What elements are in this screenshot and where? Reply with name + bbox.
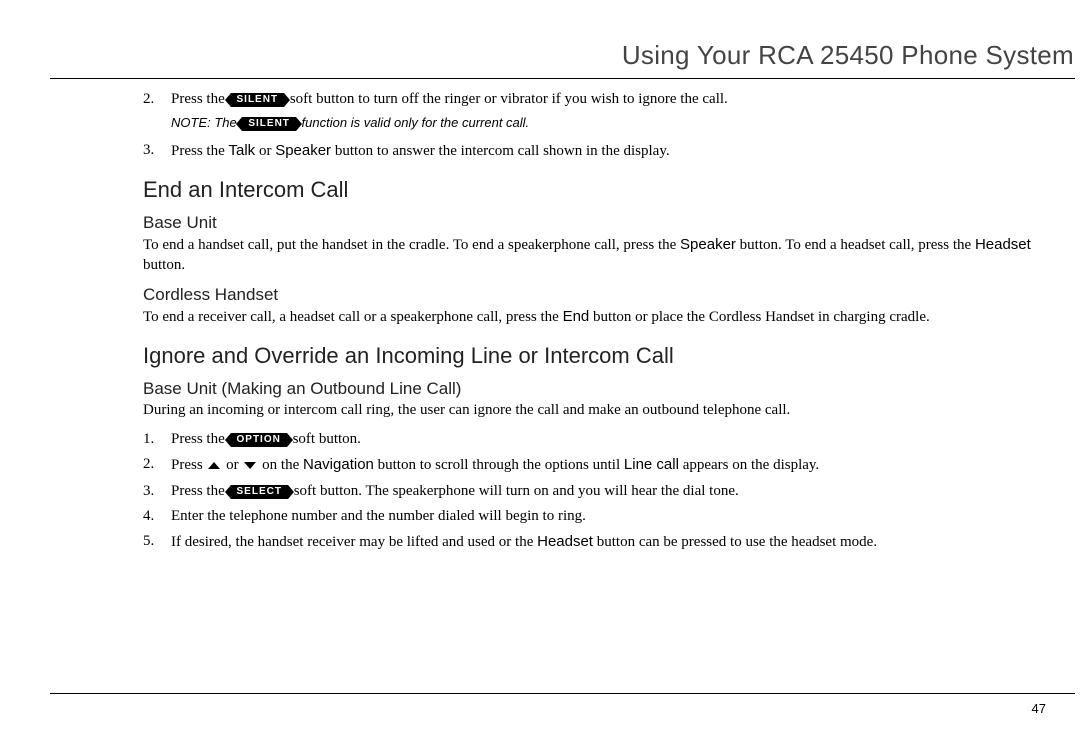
step-number: 4. [143,507,171,526]
text-fragment: button to scroll through the options unt… [378,457,624,473]
text-fragment: function is valid only for the current c… [302,115,530,130]
step-1: 1. Press the OPTION soft button. [143,430,1046,449]
step-text: Press or on the Navigation button to scr… [171,455,1046,475]
ignore-step-list: 1. Press the OPTION soft button. 2. Pres… [143,430,1046,552]
text-fragment: Press the [171,483,229,499]
text-fragment: To end a receiver call, a headset call o… [143,309,563,325]
text-fragment: button. [143,257,185,273]
text-fragment: soft button. [293,431,361,447]
talk-button-label: Talk [229,142,256,159]
subheading-base-unit-outbound: Base Unit (Making an Outbound Line Call) [143,379,1046,399]
text-fragment: If desired, the handset receiver may be … [171,534,537,550]
speaker-button-label: Speaker [680,236,736,253]
paragraph: During an incoming or intercom call ring… [143,401,1046,420]
text-fragment: Press [171,457,206,473]
step-text: If desired, the handset receiver may be … [171,532,1046,552]
paragraph: To end a handset call, put the handset i… [143,235,1046,274]
navigation-button-label: Navigation [303,456,374,473]
heading-end-intercom-call: End an Intercom Call [143,177,1046,203]
text-fragment: button to answer the intercom call shown… [335,143,670,159]
text-fragment: soft button. The speakerphone will turn … [294,483,739,499]
step-4: 4. Enter the telephone number and the nu… [143,507,1046,526]
step-text: Press the OPTION soft button. [171,430,1046,449]
step-text: Press the SELECT soft button. The speake… [171,482,1046,501]
step-5: 5. If desired, the handset receiver may … [143,532,1046,552]
step-text: Enter the telephone number and the numbe… [171,507,1046,526]
text-fragment: Press the [171,143,229,159]
subheading-base-unit: Base Unit [143,213,1046,233]
headset-button-label: Headset [537,533,593,550]
line-call-label: Line call [624,456,679,473]
running-head: Using Your RCA 25450 Phone System [622,40,1074,71]
text-fragment: or [226,457,242,473]
text-fragment: Press the [171,91,229,107]
select-softkey-icon: SELECT [231,485,288,499]
silent-softkey-icon: SILENT [242,117,296,131]
paragraph: To end a receiver call, a headset call o… [143,307,1046,327]
step-text: Press the SILENT soft button to turn off… [171,90,1046,109]
text-fragment: button or place the Cordless Handset in … [593,309,930,325]
step-text: Press the Talk or Speaker button to answ… [171,141,1046,161]
option-softkey-icon: OPTION [231,433,287,447]
note: NOTE: The SILENT function is valid only … [171,115,1046,131]
subheading-cordless-handset: Cordless Handset [143,285,1046,305]
intro-step-list: 2. Press the SILENT soft button to turn … [143,90,1046,161]
step-3: 3. Press the SELECT soft button. The spe… [143,482,1046,501]
text-fragment: NOTE: The [171,115,240,130]
page-body: 2. Press the SILENT soft button to turn … [143,90,1046,558]
step-3: 3. Press the Talk or Speaker button to a… [143,141,1046,161]
step-number: 2. [143,455,171,475]
step-number: 1. [143,430,171,449]
step-2: 2. Press or on the Navigation button to … [143,455,1046,475]
speaker-button-label: Speaker [275,142,331,159]
nav-down-icon [244,462,256,469]
step-number: 3. [143,141,171,161]
text-fragment: or [259,143,275,159]
page-number: 47 [1032,701,1046,716]
text-fragment: To end a handset call, put the handset i… [143,237,680,253]
step-2: 2. Press the SILENT soft button to turn … [143,90,1046,109]
nav-up-icon [208,462,220,469]
text-fragment: on the [262,457,303,473]
text-fragment: appears on the display. [683,457,820,473]
end-button-label: End [563,308,590,325]
headset-button-label: Headset [975,236,1031,253]
text-fragment: button can be pressed to use the headset… [597,534,877,550]
step-number: 2. [143,90,171,109]
step-number: 5. [143,532,171,552]
text-fragment: Press the [171,431,229,447]
heading-ignore-override: Ignore and Override an Incoming Line or … [143,343,1046,369]
text-fragment: button. To end a headset call, press the [740,237,975,253]
step-number: 3. [143,482,171,501]
text-fragment: soft button to turn off the ringer or vi… [290,91,728,107]
silent-softkey-icon: SILENT [231,93,285,107]
page: Using Your RCA 25450 Phone System 2. Pre… [0,0,1080,742]
